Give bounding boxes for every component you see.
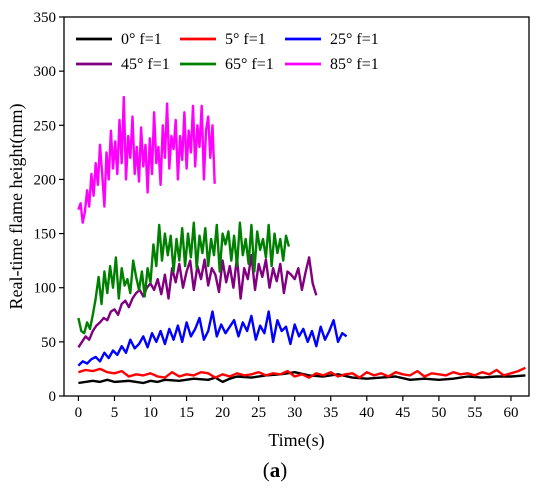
y-axis-label: Real-time flame height(mm) bbox=[6, 104, 27, 310]
series-line-1 bbox=[78, 366, 526, 379]
y-tick-label-0: 0 bbox=[49, 389, 57, 405]
plot-frame bbox=[63, 16, 530, 397]
legend: 0° f=1 5° f=1 25° f=1 45° f=1 65° f=1 85° f=1 bbox=[76, 31, 379, 73]
x-tick-label-50: 50 bbox=[431, 405, 446, 421]
tick-layer: 0 5 10 15 20 25 30 35 40 45 50 55 60 0 50 100 150 200 250 3… bbox=[34, 10, 519, 421]
y-tick-label-100: 100 bbox=[34, 281, 57, 297]
y-tick-label-200: 200 bbox=[34, 172, 57, 188]
x-tick-label-5: 5 bbox=[111, 405, 119, 421]
legend-label-0: 0° f=1 bbox=[121, 31, 162, 48]
x-tick-label-25: 25 bbox=[251, 405, 266, 421]
x-tick-label-60: 60 bbox=[503, 405, 518, 421]
legend-label-5: 85° f=1 bbox=[330, 56, 379, 73]
y-tick-label-50: 50 bbox=[41, 335, 56, 351]
caption-open: ( bbox=[262, 458, 270, 482]
x-tick-label-15: 15 bbox=[179, 405, 194, 421]
x-tick-label-45: 45 bbox=[395, 405, 410, 421]
y-tick-label-350: 350 bbox=[34, 10, 57, 26]
x-axis-label: Time(s) bbox=[268, 430, 324, 451]
x-tick-label-0: 0 bbox=[75, 405, 83, 421]
legend-label-3: 45° f=1 bbox=[121, 56, 170, 73]
x-tick-label-35: 35 bbox=[323, 405, 338, 421]
caption-letter: a bbox=[269, 458, 281, 482]
legend-label-2: 25° f=1 bbox=[330, 31, 379, 48]
x-tick-label-30: 30 bbox=[287, 405, 302, 421]
series-line-4 bbox=[77, 221, 291, 335]
x-tick-label-20: 20 bbox=[215, 405, 230, 421]
y-tick-label-300: 300 bbox=[34, 64, 57, 80]
series-line-2 bbox=[77, 310, 348, 367]
series-line-5 bbox=[77, 95, 216, 224]
series-layer bbox=[77, 95, 526, 385]
caption-close: ) bbox=[280, 458, 288, 482]
legend-label-1: 5° f=1 bbox=[225, 31, 266, 48]
x-tick-label-55: 55 bbox=[467, 405, 482, 421]
x-tick-label-10: 10 bbox=[143, 405, 158, 421]
x-tick-label-40: 40 bbox=[359, 405, 374, 421]
legend-label-4: 65° f=1 bbox=[225, 56, 274, 73]
y-tick-label-150: 150 bbox=[34, 227, 57, 243]
figure-caption: (a) bbox=[0, 458, 550, 483]
y-tick-label-250: 250 bbox=[34, 118, 57, 134]
